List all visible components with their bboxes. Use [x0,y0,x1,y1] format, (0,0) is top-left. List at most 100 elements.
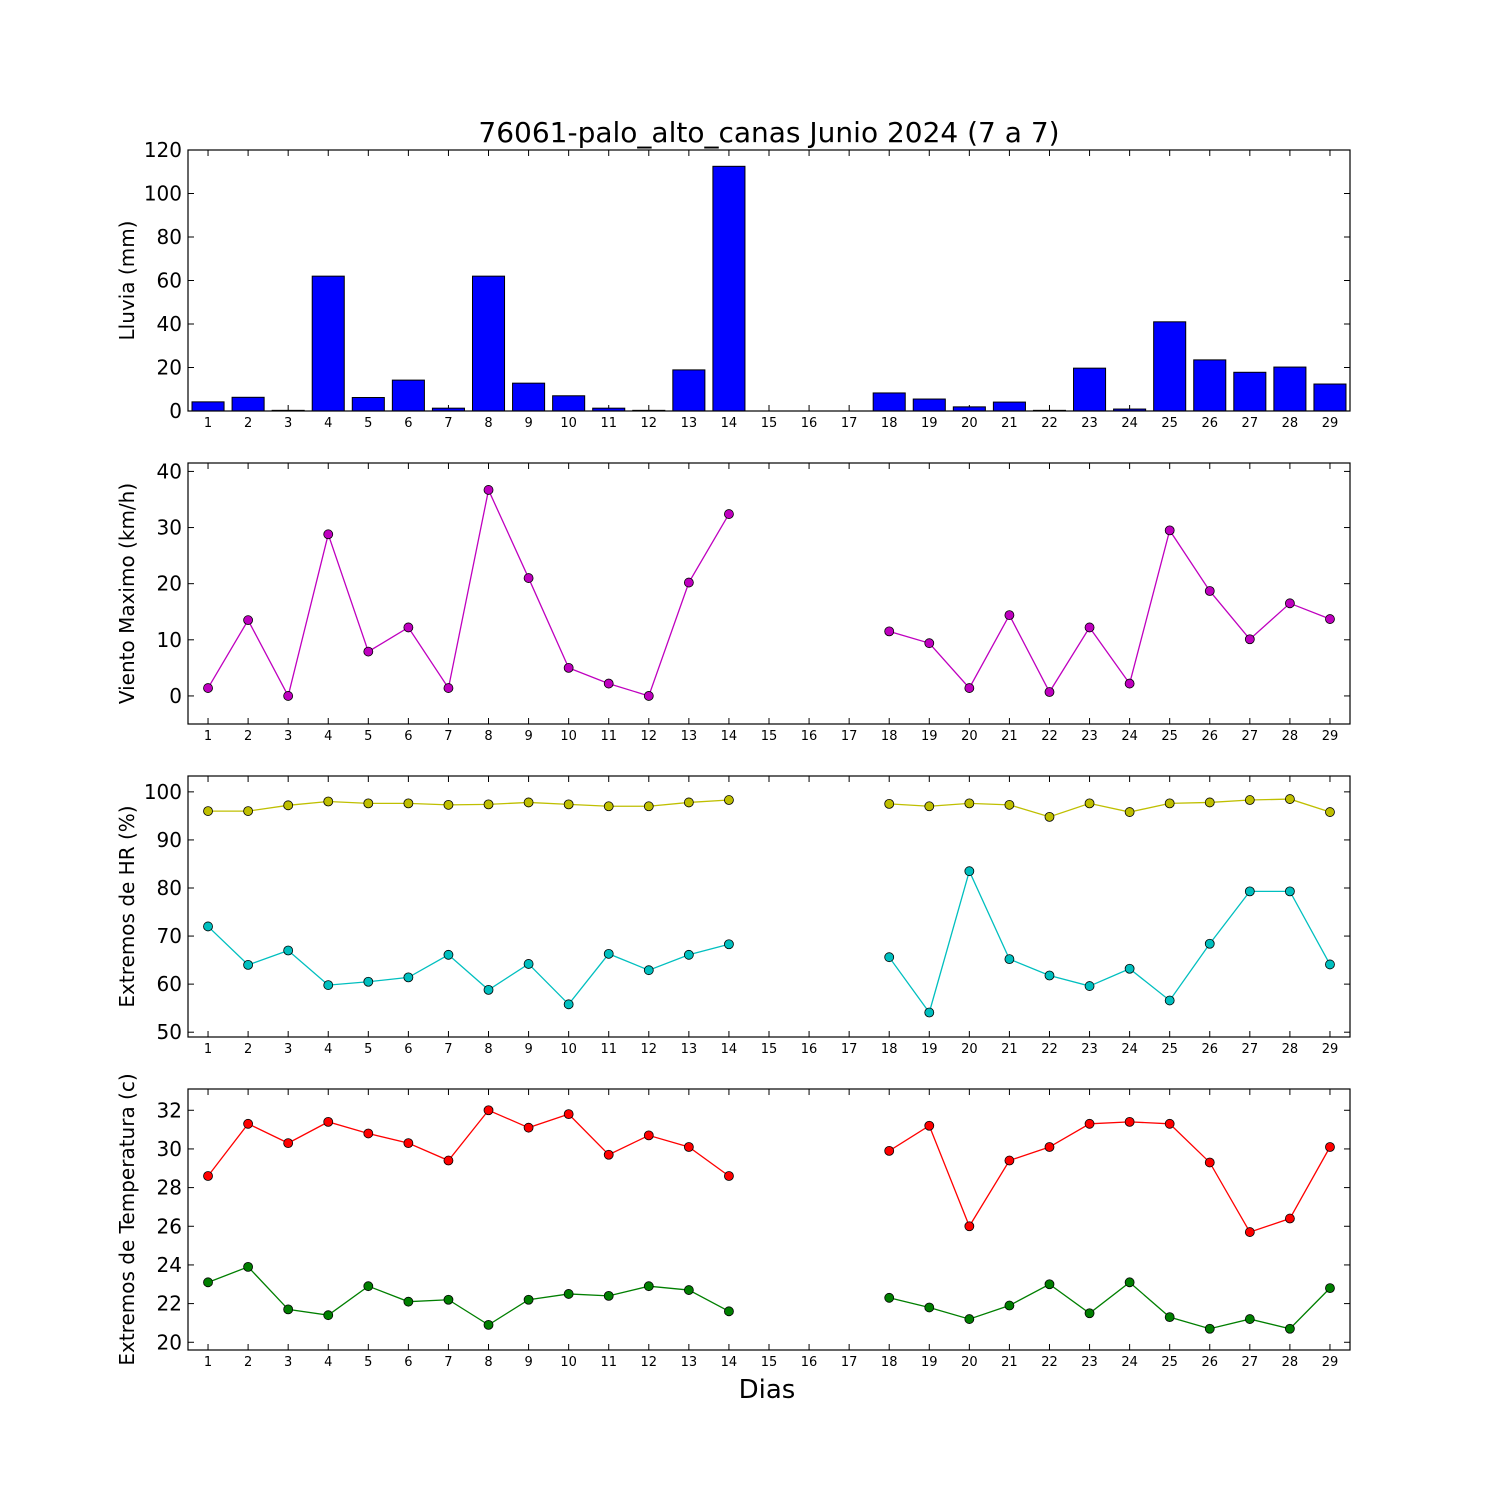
x-tick-label: 2 [244,729,252,744]
x-tick-label: 12 [641,729,658,744]
x-tick-label: 28 [1282,1042,1299,1057]
data-point [1084,1118,1095,1129]
x-tick-label: 11 [600,416,617,431]
chart-title: 76061-palo_alto_canas Junio 2024 (7 a 7) [478,116,1059,149]
x-tick-label: 15 [761,729,778,744]
data-point [1284,1323,1295,1334]
x-tick-label: 1 [204,729,212,744]
x-tick-label: 29 [1322,729,1339,744]
x-tick-label: 18 [881,1355,898,1370]
data-point [1044,687,1055,697]
data-point [403,798,414,809]
y-tick-label: 80 [157,225,182,249]
x-tick-label: 17 [841,416,858,431]
data-point [483,1319,494,1330]
y-tick-label: 30 [157,516,182,540]
data-point [1204,797,1215,808]
data-point [1044,970,1055,981]
x-tick-label: 9 [524,1355,532,1370]
data-point [283,800,294,811]
x-tick-label: 5 [364,729,372,744]
data-point [1084,622,1095,633]
data-point [924,1007,935,1018]
x-tick-label: 25 [1161,729,1178,744]
x-tick-label: 3 [284,729,292,744]
series-line [207,869,1331,1014]
y-axis-label: Viento Maximo (km/h) [115,483,139,704]
data-point [1084,798,1095,809]
data-point [643,1281,654,1292]
data-point [603,1290,614,1301]
data-point [683,1285,694,1295]
data-point [683,577,694,588]
data-point [523,1294,534,1305]
x-tick-label: 10 [560,1355,577,1370]
x-tick-label: 13 [681,729,698,744]
x-tick-label: 18 [881,729,898,744]
data-point [724,1306,734,1317]
data-point [643,965,654,976]
x-tick-label: 12 [641,1042,658,1057]
data-point [1244,634,1255,645]
axes-frame [187,149,1351,412]
data-point [964,866,975,877]
x-tick-label: 19 [921,1355,938,1370]
data-point [884,1145,895,1156]
y-tick-label: 40 [157,459,182,483]
data-point [363,976,374,987]
x-tick-label: 26 [1201,416,1218,431]
x-tick-label: 20 [961,729,978,744]
x-tick-label: 26 [1201,1042,1218,1057]
bar [912,398,946,412]
data-point [403,1296,414,1307]
x-tick-label: 14 [721,416,738,431]
data-point [403,1138,414,1149]
x-tick-label: 17 [841,1355,858,1370]
data-point [1124,1277,1135,1288]
x-tick-label: 16 [801,1355,818,1370]
series-line [208,798,1331,818]
data-point [884,952,895,963]
x-tick-label: 7 [444,416,452,431]
bar [552,395,586,412]
data-point [243,806,254,816]
y-tick-label: 60 [157,269,182,293]
data-point [443,1155,454,1166]
y-tick-label: 32 [157,1098,182,1122]
x-tick-label: 28 [1282,416,1299,431]
x-tick-label: 29 [1322,1355,1339,1370]
x-tick-label: 27 [1242,1355,1259,1370]
x-tick-label: 29 [1322,416,1339,431]
y-tick-label: 24 [157,1253,182,1277]
x-tick-label: 25 [1161,1042,1178,1057]
data-point [243,1118,254,1129]
y-tick-label: 10 [157,628,182,652]
data-point [603,948,614,959]
data-point [1084,981,1095,991]
bar [512,382,546,412]
data-point [884,798,895,809]
x-tick-label: 18 [881,1042,898,1057]
x-tick-label: 5 [364,416,372,431]
bar [231,396,265,412]
x-tick-label: 23 [1081,1355,1098,1370]
data-point [1325,1142,1335,1152]
data-point [563,999,574,1010]
data-point [964,798,975,809]
data-point [924,1120,935,1131]
x-tick-label: 6 [404,1042,412,1057]
data-point [643,1130,654,1141]
x-tick-label: 14 [721,729,738,744]
data-point [563,799,574,810]
y-axis-label: Extremos de Temperatura (c) [115,1073,139,1365]
data-point [643,801,654,812]
data-point [1284,598,1295,609]
x-tick-label: 27 [1242,416,1259,431]
x-tick-label: 4 [324,416,332,431]
data-point [1044,1279,1055,1290]
data-point [563,662,574,673]
y-tick-label: 28 [157,1176,182,1200]
x-tick-label: 25 [1161,1355,1178,1370]
y-tick-label: 0 [169,684,182,708]
